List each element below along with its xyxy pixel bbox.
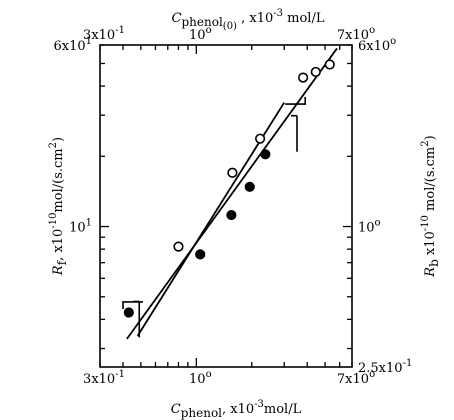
right-tick-label: 10o	[358, 218, 381, 236]
axis-text: 3x10-1 10o 7x10o 3x10-1 10o 7x10o 101 6x101 2.5x…	[48, 8, 441, 420]
open-circle-point	[227, 167, 238, 178]
fit-lines	[126, 47, 338, 340]
arrow-down	[291, 114, 298, 152]
bottom-axis-title: Cphenol, x10-3mol/L	[171, 399, 302, 420]
data-points	[123, 59, 335, 318]
arrow-right	[285, 97, 307, 105]
axis-ticks	[99, 44, 353, 367]
open-circle-point	[298, 72, 309, 83]
top-tick-label: 3x10-1	[83, 25, 125, 43]
bottom-tick-label: 3x10-1	[83, 369, 125, 387]
bottom-tick-label: 10o	[189, 369, 212, 387]
open-circle-point	[173, 241, 184, 252]
svg-text:Rb x10-10 mol/(s.cm2): Rb x10-10 mol/(s.cm2)	[420, 135, 441, 277]
arrow-down	[133, 300, 141, 338]
filled-circle-point	[260, 149, 271, 160]
plot-border	[99, 44, 353, 368]
filled-circle-point	[123, 307, 134, 318]
right-tick-label: 6x10o	[358, 36, 396, 54]
axis-arrows	[122, 97, 307, 338]
svg-text:Rf, x10-10mol/(s.cm2): Rf, x10-10mol/(s.cm2)	[48, 137, 69, 276]
filled-circle-point	[244, 181, 255, 192]
top-tick-label: 10o	[189, 25, 212, 43]
bottom-tick-label: 7x10o	[337, 369, 375, 387]
left-tick-label: 6x101	[53, 36, 92, 54]
filled-circle-point	[226, 209, 237, 221]
left-tick-label: 101	[69, 218, 92, 236]
right-tick-label: 2.5x10-1	[358, 358, 412, 376]
left-axis-title: Rf, x10-10mol/(s.cm2)	[48, 137, 69, 276]
svg-text:Cphenol(0) , x10-3 mol/L: Cphenol(0) , x10-3 mol/L	[172, 8, 325, 32]
open-circle-point	[310, 66, 321, 78]
fit-line-1	[126, 47, 338, 340]
plot-frame	[99, 44, 353, 368]
open-circle-point	[255, 133, 266, 144]
svg-text:Cphenol, x10-3mol/L: Cphenol, x10-3mol/L	[171, 399, 302, 420]
filled-circle-point	[195, 249, 206, 260]
right-axis-title: Rb x10-10 mol/(s.cm2)	[420, 135, 441, 277]
top-tick-label: 7x10o	[337, 25, 375, 43]
top-axis-title: Cphenol(0) , x10-3 mol/L	[172, 8, 325, 32]
open-circle-point	[324, 59, 335, 70]
